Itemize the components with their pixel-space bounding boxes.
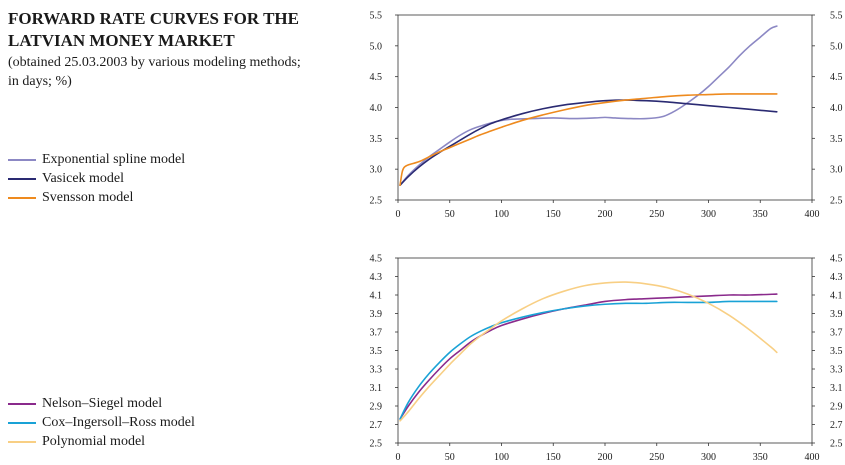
x-tick-label: 300	[701, 452, 716, 463]
chart-panel-2: 2.5 2.5 2.7 2.7 2.9 2.9 3.1 3.1 3.3 3.3 3.5 3.5 3.7 3…	[370, 254, 843, 464]
y-tick-label-right: 5.5	[830, 11, 843, 22]
x-tick-label: 100	[494, 209, 509, 220]
x-tick-label: 250	[649, 452, 664, 463]
x-tick-label: 300	[701, 209, 716, 220]
x-tick-label: 200	[598, 452, 613, 463]
chart-title-line-1: FORWARD RATE CURVES FOR THE	[8, 9, 299, 28]
x-tick-label: 50	[445, 452, 455, 463]
legend-label: Nelson–Siegel model	[42, 395, 163, 411]
y-tick-label-right: 3.3	[830, 365, 843, 376]
x-tick-label: 350	[753, 452, 768, 463]
legend-label: Cox–Ingersoll–Ross model	[42, 414, 195, 430]
title-block: FORWARD RATE CURVES FOR THE LATVIAN MONE…	[8, 8, 338, 91]
chart-subtitle: (obtained 25.03.2003 by various modeling…	[8, 53, 338, 91]
x-tick-label: 100	[494, 452, 509, 463]
y-tick-label: 3.7	[370, 328, 383, 339]
y-tick-label: 3.0	[370, 165, 383, 176]
legend-bottom: Nelson–Siegel model Cox–Ingersoll–Ross m…	[8, 394, 328, 451]
legend-item: Vasicek model	[8, 169, 328, 188]
chart-title: FORWARD RATE CURVES FOR THE LATVIAN MONE…	[8, 8, 338, 52]
y-tick-label-right: 2.5	[830, 196, 843, 207]
legend-swatch	[8, 402, 36, 405]
chart-title-line-2: LATVIAN MONEY MARKET	[8, 31, 235, 50]
y-tick-label-right: 3.9	[830, 309, 843, 320]
y-tick-label-right: 3.1	[830, 383, 843, 394]
y-tick-label: 4.1	[370, 291, 383, 302]
series-line-0-1	[399, 99, 778, 186]
legend-item: Svensson model	[8, 188, 328, 207]
legend-label: Svensson model	[42, 189, 134, 205]
y-tick-label: 3.3	[370, 365, 383, 376]
y-tick-label: 2.7	[370, 420, 383, 431]
y-tick-label-right: 4.0	[830, 103, 843, 114]
legend-label: Exponential spline model	[42, 151, 186, 167]
legend-item: Cox–Ingersoll–Ross model	[8, 413, 328, 432]
x-tick-label: 0	[396, 209, 401, 220]
y-tick-label-right: 3.5	[830, 346, 843, 357]
y-tick-label: 4.5	[370, 254, 383, 265]
x-tick-label: 400	[805, 209, 820, 220]
plot-frame	[397, 14, 813, 201]
y-tick-label-right: 4.1	[830, 291, 843, 302]
x-tick-label: 0	[396, 452, 401, 463]
legend-label: Polynomial model	[42, 433, 146, 449]
chart-subtitle-line-2: in days; %)	[8, 74, 72, 89]
y-tick-label-right: 5.0	[830, 41, 843, 52]
y-tick-label-right: 3.5	[830, 134, 843, 145]
y-tick-label-right: 4.5	[830, 72, 843, 83]
y-tick-label-right: 2.9	[830, 402, 843, 413]
y-tick-label-right: 3.7	[830, 328, 843, 339]
y-tick-label: 4.0	[370, 103, 383, 114]
legend-swatch	[8, 440, 36, 443]
chart-panel-1: 2.5 2.5 3.0 3.0 3.5 3.5 4.0 4.0 4.5 4.5 5.0 5.0 5.5 5…	[370, 11, 843, 221]
x-tick-label: 350	[753, 209, 768, 220]
y-tick-label: 3.5	[370, 134, 383, 145]
chart-subtitle-line-1: (obtained 25.03.2003 by various modeling…	[8, 55, 301, 70]
x-tick-label: 150	[546, 209, 561, 220]
x-tick-label: 50	[445, 209, 455, 220]
y-tick-label: 5.0	[370, 41, 383, 52]
series-line-1-2	[399, 281, 778, 422]
y-tick-label: 3.1	[370, 383, 383, 394]
y-tick-label: 3.5	[370, 346, 383, 357]
x-tick-label: 200	[598, 209, 613, 220]
legend-item: Nelson–Siegel model	[8, 394, 328, 413]
y-tick-label-right: 3.0	[830, 165, 843, 176]
y-tick-label: 3.9	[370, 309, 383, 320]
y-tick-label: 2.5	[370, 439, 383, 450]
legend-label: Vasicek model	[42, 170, 125, 186]
legend-swatch	[8, 177, 36, 180]
y-tick-label-right: 2.5	[830, 439, 843, 450]
legend-top: Exponential spline model Vasicek model S…	[8, 150, 328, 207]
y-tick-label: 5.5	[370, 11, 383, 22]
y-tick-label-right: 4.3	[830, 272, 843, 283]
x-tick-label: 400	[805, 452, 820, 463]
y-tick-label-right: 4.5	[830, 254, 843, 265]
legend-item: Exponential spline model	[8, 150, 328, 169]
legend-swatch	[8, 158, 36, 161]
legend-swatch	[8, 421, 36, 424]
y-tick-label: 4.3	[370, 272, 383, 283]
series-line-0-0	[399, 25, 778, 186]
x-tick-label: 250	[649, 209, 664, 220]
series-line-1-0	[399, 293, 778, 420]
legend-swatch	[8, 196, 36, 199]
y-tick-label-right: 2.7	[830, 420, 843, 431]
series-line-0-2	[399, 93, 778, 186]
y-tick-label: 2.5	[370, 196, 383, 207]
legend-item: Polynomial model	[8, 432, 328, 451]
y-tick-label: 4.5	[370, 72, 383, 83]
series-line-1-1	[399, 300, 778, 420]
x-tick-label: 150	[546, 452, 561, 463]
y-tick-label: 2.9	[370, 402, 383, 413]
